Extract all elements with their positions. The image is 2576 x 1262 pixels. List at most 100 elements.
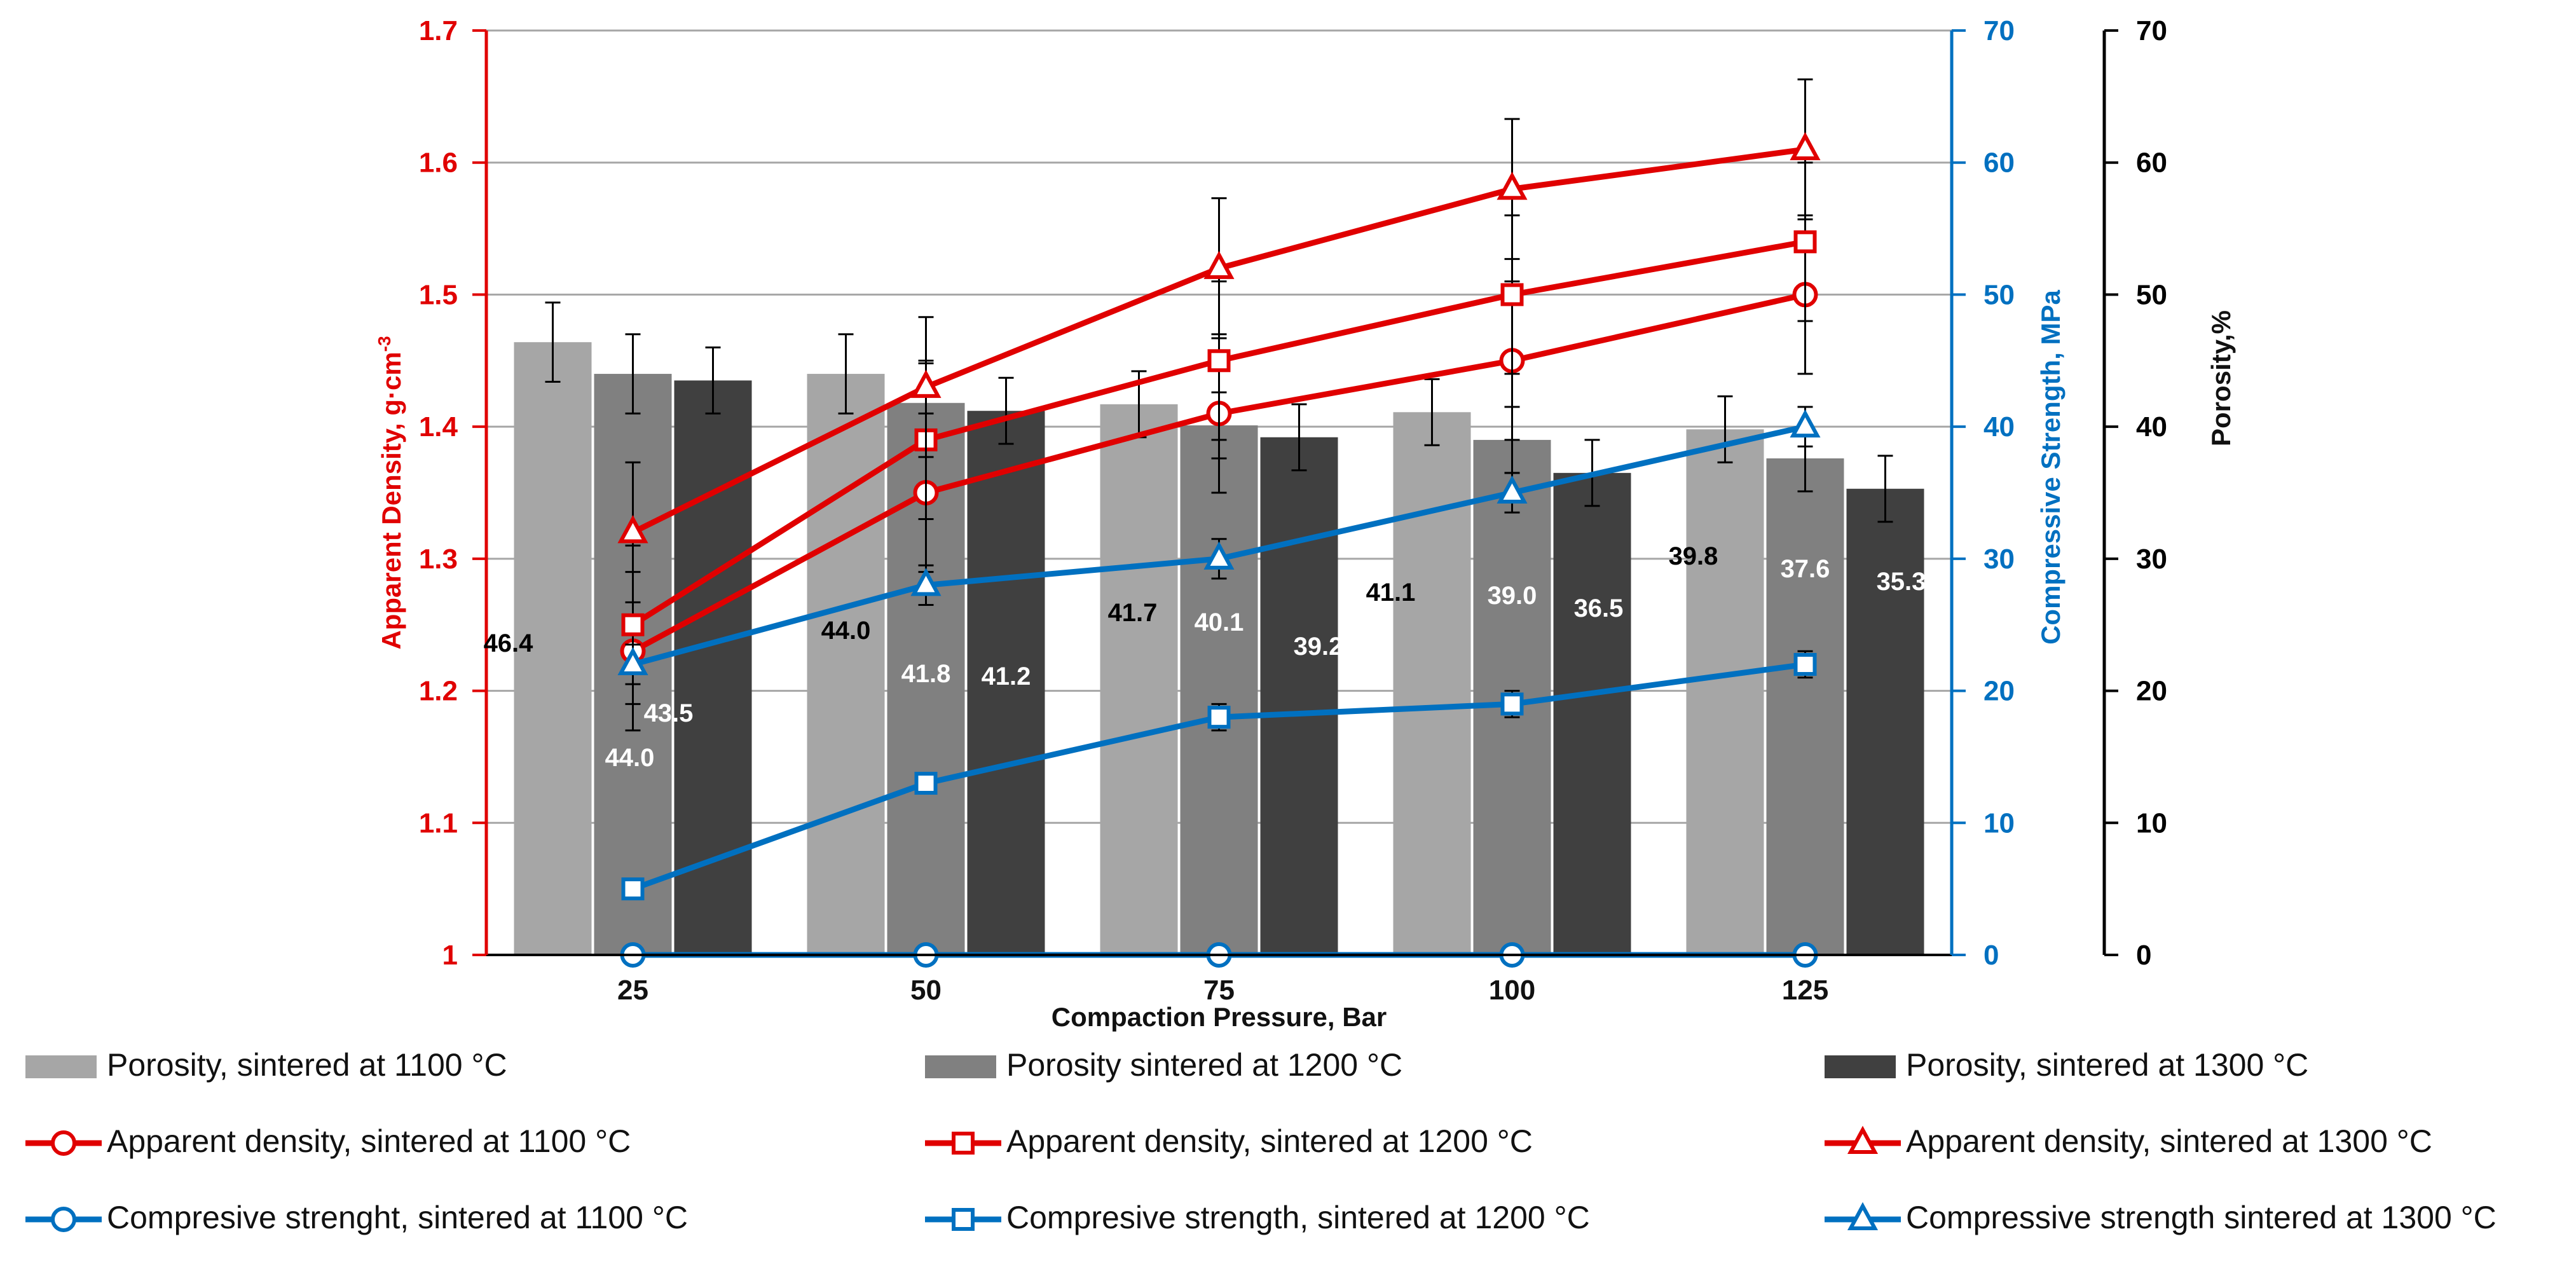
left-axis-tick-label: 1.5 [419,279,458,310]
bar-data-label: 41.2 [982,662,1031,690]
legend-item: Porosity, sintered at 1300 °C [1825,1047,2308,1083]
legend-item: Porosity, sintered at 1100 °C [25,1047,507,1083]
square-marker [1500,283,1524,306]
bar-series-group [514,301,1924,955]
compressive-axis-tick-label: 60 [1983,147,2015,179]
bar-data-label: 36.5 [1574,594,1624,622]
legend-label: Porosity sintered at 1200 °C [1006,1047,1402,1083]
left-axis-title: Apparent Density, g·cm-3 [374,336,406,649]
bar [1766,458,1844,955]
legend-item: Apparent density, sintered at 1300 °C [1825,1123,2432,1159]
bar [1393,412,1471,955]
square-marker [1793,230,1817,254]
left-axis-tick-label: 1.7 [419,15,458,46]
compressive-axis-title: Compressive Strength, MPa [2036,289,2066,644]
bar-data-label: 39.2 [1294,633,1343,661]
triangle-marker [1497,475,1528,504]
porosity-axis-tick-label: 30 [2136,544,2167,575]
legend-label: Compressive strength sintered at 1300 °C [1906,1200,2497,1235]
triangle-marker [1847,1125,1879,1154]
legend-label: Compresive strenght, sintered at 1100 °C [107,1200,688,1235]
triangle-marker [910,369,942,398]
triangle-marker [1203,250,1235,279]
circle-marker [51,1130,76,1156]
square-marker [621,877,645,901]
circle-marker [51,1207,76,1232]
left-axis-tick-label: 1.2 [419,676,458,707]
bar [1686,429,1764,955]
left-axis-tick-label: 1.3 [419,544,458,575]
x-tick-label: 125 [1782,975,1828,1006]
bar [1100,404,1178,955]
legend: Porosity, sintered at 1100 °C Porosity si… [25,1047,2497,1235]
x-tick-label: 100 [1489,975,1535,1006]
compressive-axis-tick-label: 70 [1983,15,2015,46]
bar [1553,472,1631,955]
left-axis-title-superscript: -3 [374,336,394,352]
legend-label: Porosity, sintered at 1100 °C [107,1047,507,1083]
compressive-axis-tick-label: 20 [1983,676,2015,707]
bar-labels-group: 46.4 44.0 41.7 41.1 39.8 44.0 41.8 40.1 39.0 37.6… [484,542,1926,772]
bar [1180,425,1258,955]
square-marker [952,1132,975,1155]
x-tick-label: 75 [1203,975,1235,1006]
porosity-axis-title: Porosity,% [2206,310,2236,446]
legend-item: Compresive strength, sintered at 1200 °C [925,1200,1590,1235]
legend-label: Compresive strength, sintered at 1200 °C [1006,1200,1590,1235]
x-tick-label: 25 [617,975,648,1006]
triangle-marker [617,515,648,544]
porosity-axis-tick-label: 10 [2136,807,2167,839]
legend-swatch [925,1055,996,1078]
legend-label: Apparent density, sintered at 1200 °C [1006,1123,1533,1159]
legend-item: Apparent density, sintered at 1200 °C [925,1123,1533,1159]
bar [807,374,885,955]
triangle-marker [1790,132,1821,160]
square-marker [1793,653,1817,676]
compressive-axis-tick-label: 10 [1983,807,2015,839]
triangle-marker [1847,1202,1879,1230]
x-tick-label: 50 [910,975,942,1006]
bar-data-label: 44.0 [821,617,871,645]
bar-data-label: 44.0 [605,744,655,772]
left-axis-tick-label: 1 [442,940,458,971]
porosity-axis-tick-label: 0 [2136,940,2151,971]
legend-item: Apparent density, sintered at 1100 °C [25,1123,631,1159]
left-axis-tick-label: 1.1 [419,807,458,839]
legend-swatch [1825,1055,1896,1078]
x-axis-title: Compaction Pressure, Bar [1052,1002,1387,1032]
square-marker [952,1208,975,1231]
square-marker [1207,349,1231,373]
triangle-marker [617,647,648,676]
left-axis-tick-label: 1.6 [419,147,458,179]
left-axis-title-main: Apparent Density, g·cm [376,352,406,649]
triangle-marker [1203,541,1235,570]
triangle-marker [1790,409,1821,438]
bar [514,342,592,955]
porosity-axis-tick-label: 70 [2136,15,2167,46]
legend-label: Apparent density, sintered at 1300 °C [1906,1123,2432,1159]
porosity-axis-tick-label: 40 [2136,411,2167,442]
legend-swatch [25,1055,97,1078]
legend-item: Compressive strength sintered at 1300 °C [1825,1200,2497,1235]
square-marker [621,613,645,636]
square-marker [914,771,938,795]
porosity-axis-tick-label: 60 [2136,147,2167,179]
legend-item: Porosity sintered at 1200 °C [925,1047,1402,1083]
porosity-axis-tick-label: 20 [2136,676,2167,707]
bar-data-label: 41.8 [901,660,951,688]
legend-label: Porosity, sintered at 1300 °C [1906,1047,2308,1083]
bar-data-label: 37.6 [1781,555,1830,583]
compressive-axis-tick-label: 0 [1983,940,1999,971]
square-marker [1207,706,1231,729]
bar-data-label: 41.7 [1108,599,1158,627]
square-marker [1500,692,1524,716]
bar-data-label: 35.3 [1877,568,1926,596]
bar-data-label: 39.0 [1488,582,1537,610]
bar [1260,437,1338,955]
triangle-marker [1497,171,1528,200]
compressive-axis-tick-label: 30 [1983,544,2015,575]
legend-label: Apparent density, sintered at 1100 °C [107,1123,631,1159]
axes-group: 25 50 75 100 12511.11.21.31.41.51.61.7010203… [419,15,2167,1006]
compressive-axis-tick-label: 40 [1983,411,2015,442]
